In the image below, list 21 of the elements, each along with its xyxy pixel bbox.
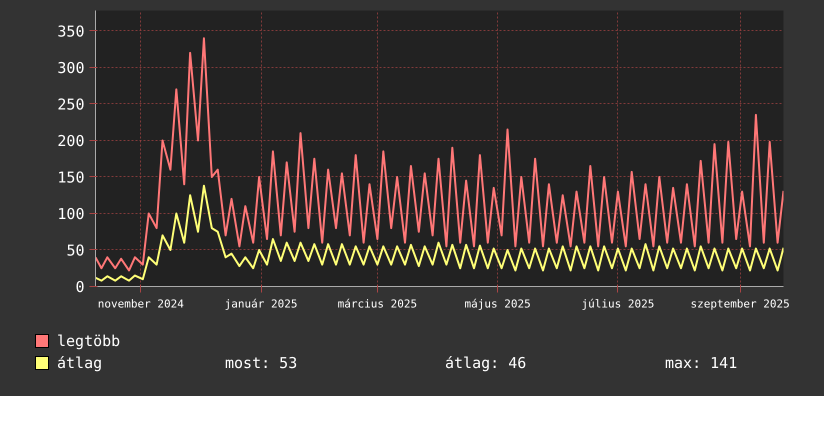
y-tick-label: 100 xyxy=(57,204,84,223)
x-tick-label: január 2025 xyxy=(224,298,298,310)
x-tick-label: november 2024 xyxy=(98,298,184,310)
y-tick-label: 200 xyxy=(57,132,84,150)
x-tick-label: május 2025 xyxy=(464,298,531,310)
legend-label: átlag xyxy=(56,353,104,374)
x-tick-label: július 2025 xyxy=(581,298,654,310)
y-tick-label: 300 xyxy=(57,58,84,77)
text: átlag: 46 xyxy=(445,353,528,374)
line-series xyxy=(96,184,784,282)
line-series xyxy=(96,37,784,272)
y-tick-label: 0 xyxy=(75,278,84,296)
y-tick-label: 150 xyxy=(57,168,84,186)
legend-label: legtöbb xyxy=(56,331,122,352)
x-tick-label: szeptember 2025 xyxy=(690,298,790,310)
text: most: 53 xyxy=(225,353,298,374)
text: max: 141 xyxy=(665,353,738,374)
y-tick-label: 50 xyxy=(66,241,84,260)
x-tick-label: március 2025 xyxy=(338,298,418,310)
y-tick-label: 250 xyxy=(57,95,84,114)
y-tick-label: 350 xyxy=(57,22,84,40)
